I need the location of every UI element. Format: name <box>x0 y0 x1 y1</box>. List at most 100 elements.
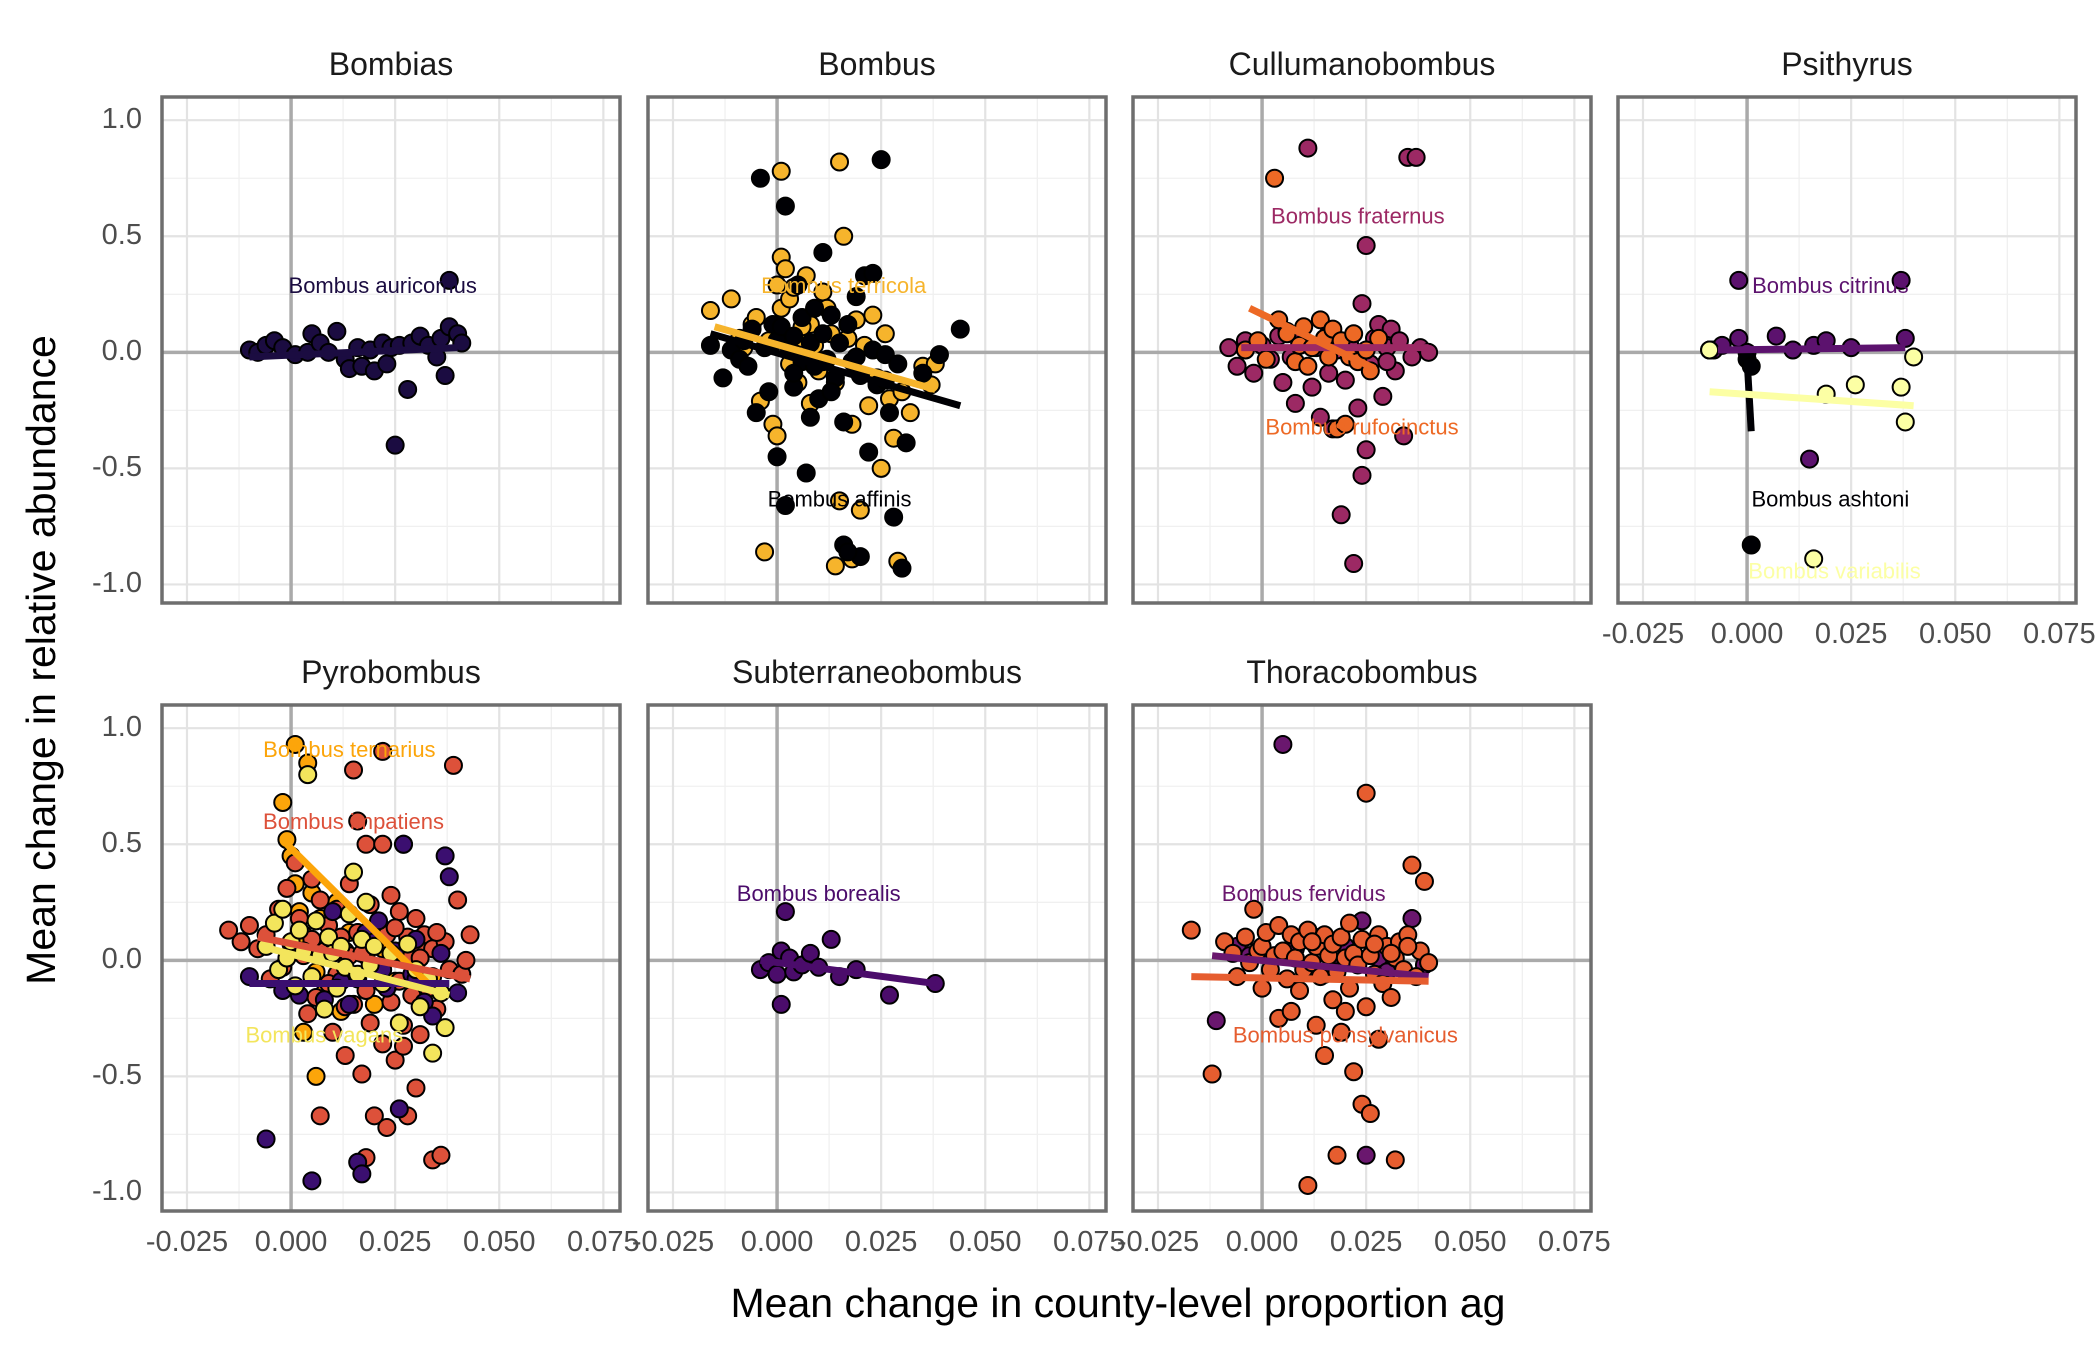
data-point <box>460 925 480 945</box>
x-tick-label: 0.025 <box>845 1226 918 1258</box>
x-tick-label: -0.025 <box>632 1226 714 1258</box>
data-point <box>406 909 426 929</box>
data-point <box>805 298 825 318</box>
data-point <box>360 1013 380 1033</box>
data-point <box>913 363 933 383</box>
data-point <box>323 902 343 922</box>
data-point <box>1298 138 1318 158</box>
data-point <box>231 932 251 952</box>
data-point <box>277 878 297 898</box>
data-point <box>439 270 459 290</box>
data-point <box>427 922 447 942</box>
trend-line <box>249 344 458 361</box>
data-point <box>306 1066 326 1086</box>
data-point <box>443 755 463 775</box>
data-point <box>821 929 841 949</box>
species-label: Bombus variabilis <box>1748 559 1920 584</box>
data-point <box>435 1018 455 1038</box>
data-point <box>1302 932 1322 952</box>
data-point <box>1356 440 1376 460</box>
species-label: Bombus terricola <box>761 273 927 298</box>
data-point <box>929 345 949 365</box>
data-point <box>1360 1104 1380 1124</box>
data-point <box>439 867 459 887</box>
data-point <box>1244 363 1264 383</box>
data-point <box>825 556 845 576</box>
data-point <box>1700 340 1720 360</box>
data-point <box>767 447 787 467</box>
data-point <box>289 920 309 940</box>
data-point <box>1406 147 1426 167</box>
trend-line <box>257 933 471 983</box>
data-point <box>1766 326 1786 346</box>
data-point <box>1298 1175 1318 1195</box>
x-tick-label: 0.075 <box>567 1226 640 1258</box>
data-point <box>381 885 401 905</box>
species-label: Bombus ashtoni <box>1751 487 1909 512</box>
y-tick-label: -0.5 <box>92 451 142 483</box>
data-point <box>871 458 891 478</box>
data-point <box>406 1078 426 1098</box>
data-point <box>256 1129 276 1149</box>
panel-bombus: Bombus Bombus terricola Bombus affinis <box>646 46 1108 605</box>
data-point <box>900 403 920 423</box>
data-point <box>771 994 791 1014</box>
data-point <box>369 911 389 931</box>
panel-border <box>1616 95 2078 605</box>
trend-line <box>713 323 937 393</box>
data-point <box>1369 1029 1389 1049</box>
x-axis-title: Mean change in county-level proportion a… <box>731 1280 1506 1326</box>
data-point <box>700 301 720 321</box>
trend-line <box>1709 388 1914 410</box>
data-point <box>423 1043 443 1063</box>
data-point <box>1402 855 1422 875</box>
data-point <box>356 892 376 912</box>
panels: Bombias Bombus auricomus 1.0 0.5 0.0 -0.5 -1.0… <box>92 46 2096 1258</box>
x-tick-label: -0.025 <box>1602 618 1684 650</box>
panel-title: Thoracobombus <box>1246 654 1477 690</box>
panel-border <box>1131 703 1593 1213</box>
data-point <box>385 918 405 938</box>
data-point <box>344 760 364 780</box>
data-point <box>306 911 326 931</box>
data-point <box>813 243 833 263</box>
data-point <box>738 356 758 376</box>
data-point <box>1219 338 1239 358</box>
data-point <box>746 403 766 423</box>
data-point <box>1319 363 1339 383</box>
data-point <box>834 412 854 432</box>
data-point <box>1302 377 1322 397</box>
trend-line <box>1248 305 1377 372</box>
data-point <box>1356 997 1376 1017</box>
data-point <box>1904 347 1924 367</box>
data-point <box>1891 270 1911 290</box>
data-point <box>800 407 820 427</box>
points <box>1181 734 1439 1195</box>
data-point <box>310 890 330 910</box>
data-point <box>335 1045 355 1065</box>
species-label: Bombus borealis <box>737 881 901 906</box>
data-point <box>838 542 858 562</box>
data-point <box>1273 372 1293 392</box>
trend-lines <box>249 841 471 999</box>
data-point <box>377 354 397 374</box>
data-point <box>1385 1150 1405 1170</box>
x-tick-label: 0.050 <box>463 1226 536 1258</box>
species-label: Bombus fraternus <box>1271 204 1445 229</box>
species-label: Bombus impatiens <box>263 809 444 834</box>
data-point <box>398 379 418 399</box>
data-point <box>850 500 870 520</box>
data-point <box>750 168 770 188</box>
data-point <box>875 324 895 344</box>
points <box>219 734 480 1191</box>
data-point <box>377 1117 397 1137</box>
data-point <box>1895 328 1915 348</box>
data-point <box>800 943 820 963</box>
grid <box>162 97 620 603</box>
data-point <box>775 496 795 516</box>
species-label: Bombus ternarius <box>263 737 435 762</box>
data-point <box>1340 913 1360 933</box>
data-point <box>435 366 455 386</box>
species-label: Bombus affinis <box>768 487 912 512</box>
